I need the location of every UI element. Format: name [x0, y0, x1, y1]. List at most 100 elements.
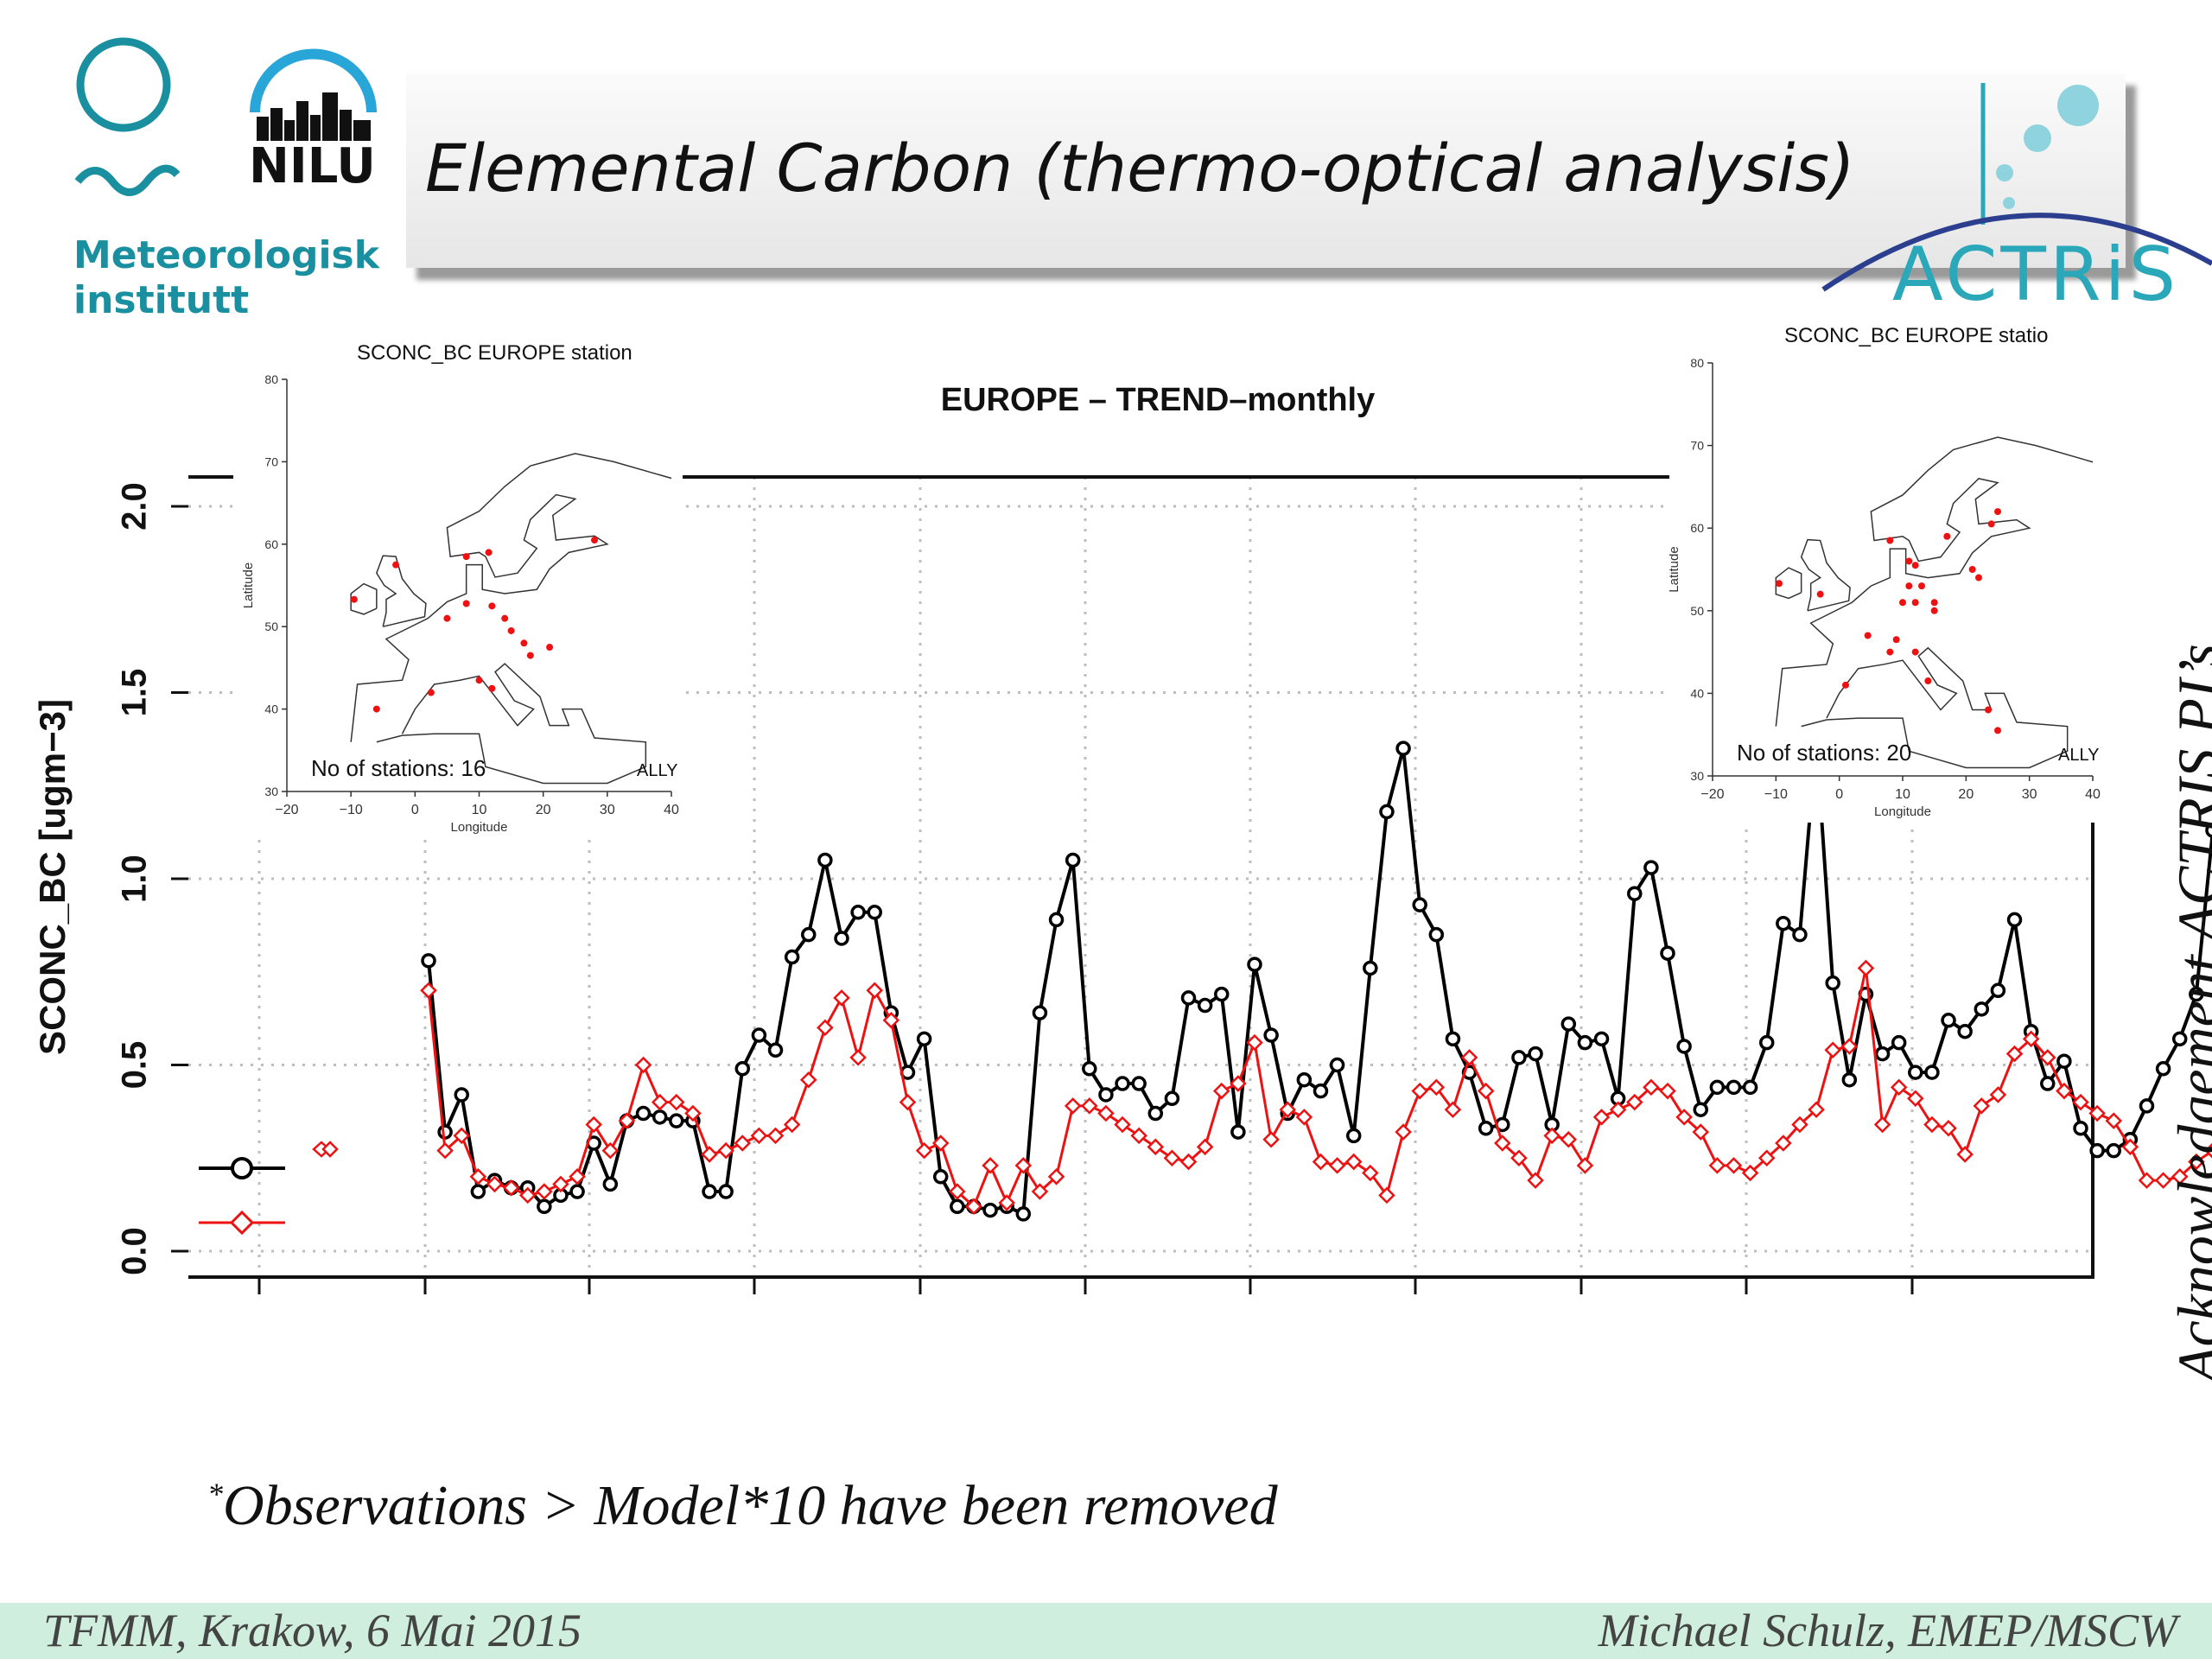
map-y-tick-label: 40 — [1690, 686, 1704, 700]
acknowledgement-text: Acknowledgement ACTRIS PI’s — [2165, 644, 2212, 1382]
title-banner — [406, 73, 2126, 268]
data-point-observation — [1180, 990, 1197, 1006]
data-point-model — [931, 1135, 950, 1152]
data-point-model — [1808, 1101, 1825, 1118]
data-point-model — [1196, 1138, 1214, 1156]
data-point-observation — [1082, 1061, 1097, 1077]
map-y-label: Latitude — [1669, 546, 1681, 592]
data-point-observation — [718, 1184, 734, 1199]
data-point-observation — [2040, 1076, 2056, 1091]
data-point-model — [1923, 1116, 1941, 1134]
data-point-model — [486, 1175, 504, 1193]
data-point-model — [949, 1183, 966, 1200]
data-point-model — [1940, 1120, 1957, 1137]
inset-background — [1669, 321, 2101, 823]
data-point-observation — [1528, 1046, 1543, 1062]
data-point-model — [1956, 1146, 1974, 1163]
station-marker — [1968, 566, 1976, 573]
data-point-observation — [2139, 1098, 2155, 1114]
data-point-observation — [2089, 1142, 2105, 1159]
data-point-model — [766, 1127, 785, 1145]
station-marker — [475, 677, 483, 684]
data-point-model — [1494, 1135, 1511, 1152]
data-point-model — [882, 1012, 900, 1029]
data-point-observation — [1131, 1076, 1147, 1091]
data-point-model — [1527, 1172, 1544, 1189]
x-axis — [257, 1277, 1914, 1294]
data-point-observation — [1247, 957, 1262, 972]
footer-right: Michael Schulz, EMEP/MSCW — [1598, 1605, 2177, 1656]
data-point-model — [1344, 1153, 1363, 1171]
data-point-model — [1675, 1109, 1693, 1126]
data-point-observation — [635, 1105, 652, 1122]
data-point-model — [1989, 1086, 2007, 1103]
data-point-observation — [1660, 945, 1675, 961]
map-x-tick-label: 40 — [2085, 787, 2101, 802]
data-point-observation — [421, 953, 436, 969]
data-point-observation — [537, 1198, 552, 1215]
data-point-observation — [454, 1087, 469, 1103]
data-point-observation — [784, 949, 800, 965]
data-point-observation — [1990, 982, 2006, 999]
station-map-inset-1: SCONC_BC EUROPE station −20 −10 0 10 20 30 40 3… — [233, 339, 683, 840]
data-point-observation — [950, 1198, 965, 1215]
data-point-observation — [2006, 912, 2023, 928]
map-corner-label: ALLY — [637, 761, 677, 780]
data-point-model — [1179, 1153, 1198, 1171]
data-point-observation — [1643, 860, 1659, 875]
data-point-model — [502, 1179, 520, 1197]
station-marker — [1899, 599, 1906, 607]
data-point-model — [849, 1049, 867, 1066]
station-marker — [485, 549, 493, 556]
data-point-observation — [1379, 804, 1395, 820]
map-x-tick-label: −20 — [1700, 787, 1724, 802]
data-point-observation — [1676, 1039, 1692, 1054]
map-y-tick-label: 80 — [1690, 356, 1704, 370]
data-point-model — [684, 1104, 702, 1122]
data-point-model — [1312, 1153, 1330, 1171]
data-point-observation — [1230, 1124, 1246, 1140]
data-point-model — [1840, 1038, 1859, 1055]
data-point-observation — [1313, 1083, 1329, 1099]
map-coastline — [1775, 436, 2094, 727]
nilu-logo — [250, 48, 377, 141]
data-point-observation — [1924, 1065, 1940, 1080]
data-point-observation — [1941, 1013, 1956, 1028]
data-point-observation — [652, 1109, 668, 1125]
data-point-model — [2204, 1142, 2212, 1159]
map-x-tick-label: 0 — [411, 803, 419, 817]
map-coastline — [1801, 646, 2069, 769]
data-point-observation — [1015, 1206, 1032, 1222]
footer-left: TFMM, Krakow, 6 Mai 2015 — [43, 1605, 582, 1656]
station-marker — [1975, 574, 1982, 582]
data-point-observation — [1329, 1057, 1345, 1073]
data-point-model — [2121, 1138, 2139, 1156]
data-point-model — [1643, 1078, 1660, 1096]
data-point-observation — [1841, 1071, 1858, 1088]
station-marker — [1994, 727, 2001, 734]
data-point-observation — [932, 1169, 949, 1185]
station-marker — [1930, 599, 1938, 607]
data-point-observation — [1577, 1034, 1593, 1051]
map-x-tick-label: 30 — [600, 803, 615, 817]
map-y-tick-label: 40 — [264, 702, 278, 716]
data-point-model — [436, 1141, 454, 1160]
data-point-observation — [982, 1202, 998, 1218]
data-point-model — [1460, 1049, 1478, 1066]
data-point-model — [1230, 1075, 1247, 1092]
data-point-observation — [1115, 1076, 1130, 1091]
y-axis-label: SCONC_BC [ugm−3] — [32, 699, 73, 1055]
data-point-observation — [1792, 926, 1808, 943]
map-y-tick-label: 60 — [1690, 521, 1704, 535]
station-marker — [350, 595, 358, 603]
data-point-model — [965, 1198, 982, 1216]
data-point-model — [1212, 1082, 1230, 1100]
station-marker — [526, 652, 534, 659]
data-point-observation — [437, 1124, 453, 1140]
data-point-observation — [1825, 975, 1840, 991]
data-point-model — [1758, 1149, 1776, 1167]
data-point-model — [1890, 1078, 1908, 1096]
station-marker — [1864, 632, 1872, 639]
data-point-model — [1395, 1123, 1412, 1141]
data-point-observation — [1214, 986, 1230, 1002]
